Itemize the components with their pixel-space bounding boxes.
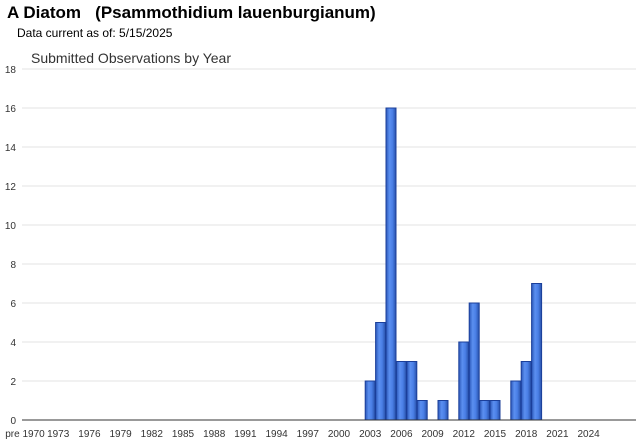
bar-2003[interactable] <box>375 322 387 421</box>
chart-title: Submitted Observations by Year <box>31 50 231 66</box>
common-name: A Diatom <box>7 3 81 22</box>
y-tick-label: 12 <box>5 182 17 193</box>
x-tick-label: 1991 <box>234 429 257 440</box>
species-title: A Diatom (Psammothidium lauenburgianum) <box>7 3 376 23</box>
bar-2005[interactable] <box>395 361 407 421</box>
y-tick-label: 18 <box>5 65 17 76</box>
x-tick-label: pre 1970 <box>5 429 45 440</box>
x-tick-label: 1973 <box>47 429 70 440</box>
x-tick-label: 2024 <box>577 429 600 440</box>
x-tick-label: 2012 <box>453 429 476 440</box>
x-tick-label: 1976 <box>78 429 101 440</box>
bar-2009[interactable] <box>437 400 449 421</box>
x-tick-label: 1997 <box>297 429 320 440</box>
y-tick-label: 4 <box>10 338 16 349</box>
gridlines <box>22 68 636 382</box>
x-tick-label: 2009 <box>421 429 444 440</box>
x-tick-label: 2021 <box>546 429 569 440</box>
y-tick-label: 8 <box>10 260 16 271</box>
bar-2014[interactable] <box>489 400 501 421</box>
bar-2004[interactable] <box>385 107 397 421</box>
y-axis: 0 2 4 6 8 10 12 14 16 18 <box>5 65 17 427</box>
bar-2017[interactable] <box>520 361 532 421</box>
y-tick-label: 6 <box>10 299 16 310</box>
bar-2011[interactable] <box>458 341 470 421</box>
x-axis: pre 1970 1973 1976 1979 1982 1985 1988 1991 1994… <box>5 419 636 440</box>
x-tick-label: 1985 <box>172 429 195 440</box>
bar-2007[interactable] <box>416 400 428 421</box>
bar-2002[interactable] <box>364 380 376 421</box>
y-tick-label: 16 <box>5 104 17 115</box>
bar-2006[interactable] <box>406 361 418 421</box>
y-tick-label: 10 <box>5 221 17 232</box>
x-tick-label: 1994 <box>265 429 288 440</box>
bars <box>364 107 543 421</box>
bar-2013[interactable] <box>479 400 491 421</box>
data-current-label: Data current as of: 5/15/2025 <box>17 26 173 40</box>
scientific-name: (Psammothidium lauenburgianum) <box>95 3 376 22</box>
x-tick-label: 2018 <box>515 429 538 440</box>
x-tick-label: 2000 <box>328 429 351 440</box>
bar-2018[interactable] <box>531 283 543 421</box>
y-tick-label: 0 <box>10 416 16 427</box>
x-tick-label: 2015 <box>484 429 507 440</box>
bar-2016[interactable] <box>510 380 522 421</box>
x-tick-label: 1988 <box>203 429 226 440</box>
x-tick-label: 2006 <box>390 429 413 440</box>
y-tick-label: 14 <box>5 143 17 154</box>
x-tick-label: 2003 <box>359 429 382 440</box>
x-tick-label: 1979 <box>109 429 132 440</box>
x-tick-label: 1982 <box>141 429 164 440</box>
y-tick-label: 2 <box>10 377 16 388</box>
bar-2012[interactable] <box>468 302 480 421</box>
